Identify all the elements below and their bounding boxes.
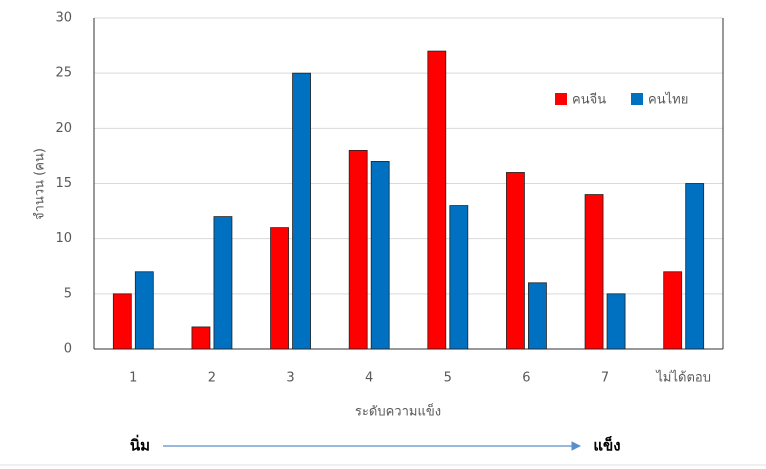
y-tick-label: 0 [64, 342, 72, 357]
bar [528, 282, 547, 350]
legend-swatch [631, 93, 643, 105]
y-tick-label: 30 [55, 11, 72, 26]
x-tick-label: 4 [365, 371, 373, 386]
x-tick-label: 7 [601, 371, 609, 386]
bar [370, 161, 390, 350]
y-tick-label: 25 [55, 66, 72, 81]
bar [213, 216, 233, 350]
bar [292, 72, 311, 350]
legend-swatch [555, 93, 567, 105]
bar [134, 271, 154, 350]
end-annotation: แข็ง [593, 436, 620, 455]
y-axis-label: จำนวน (คน) [33, 148, 48, 220]
bar [270, 227, 289, 350]
x-tick-label: 2 [208, 371, 216, 386]
y-tick-label: 20 [55, 121, 72, 136]
y-tick-label: 5 [64, 286, 72, 301]
x-tick-label: ไม่ได้ตอบ [655, 370, 711, 386]
x-tick-label: 5 [444, 371, 452, 386]
bar [191, 326, 211, 350]
bar [506, 172, 525, 350]
bar [427, 50, 447, 350]
bar [685, 183, 705, 350]
bar [449, 205, 469, 350]
bar [663, 271, 683, 350]
bar [112, 293, 132, 350]
x-tick-label: 1 [129, 371, 137, 386]
y-tick-label: 15 [55, 176, 72, 191]
bar [606, 293, 626, 350]
bar [584, 194, 604, 350]
legend-label: คนไทย [648, 92, 688, 108]
x-axis-label: ระดับความแข็ง [355, 402, 441, 420]
x-tick-label: 3 [286, 371, 294, 386]
y-tick-label: 10 [55, 231, 72, 246]
start-annotation: นิ่ม [130, 435, 150, 455]
legend-label: คนจีน [572, 92, 606, 108]
bar [348, 149, 368, 350]
x-tick-label: 6 [522, 371, 530, 386]
